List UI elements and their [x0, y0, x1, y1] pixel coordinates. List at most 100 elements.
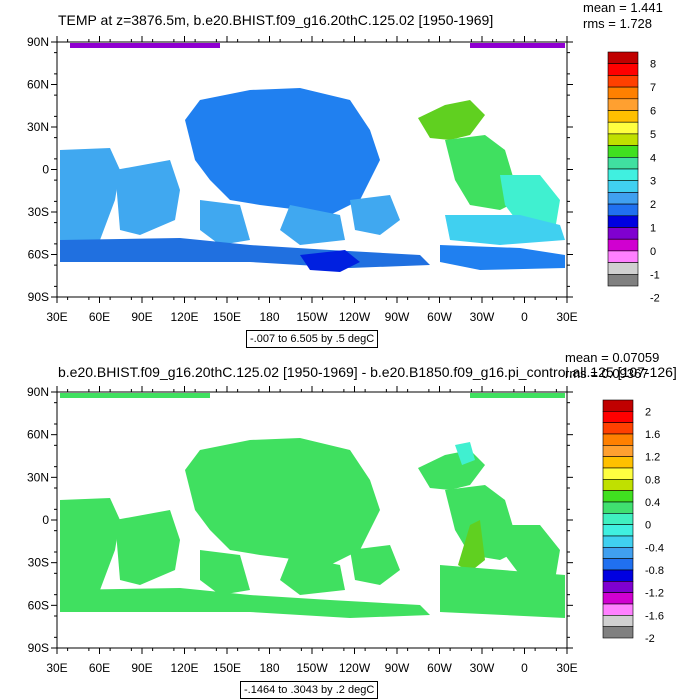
lon-label: 60E: [89, 661, 110, 675]
lat-label: 90S: [28, 641, 49, 655]
lat-label: 90S: [28, 290, 49, 304]
lon-label: 150W: [296, 310, 328, 324]
colorbar-swatch: [602, 513, 634, 525]
panel-2-map: 90N 60N 30N 0 30S 60S 90S 30E 60E 90E 120E 150E 180…: [27, 385, 664, 675]
panel-2-lat-labels: 90N 60N 30N 0 30S 60S 90S: [27, 385, 49, 655]
lat-label: 30N: [27, 470, 49, 484]
lon-label: 30W: [470, 661, 495, 675]
colorbar-swatch: [602, 524, 634, 537]
panel-1-lon-labels: 30E 60E 90E 120E 150E 180 150W 120W 90W 60W 30W 0 30…: [46, 310, 577, 324]
lat-label: 60S: [28, 598, 49, 612]
colorbar-swatch: [607, 121, 639, 135]
lat-label: 0: [42, 163, 49, 177]
colorbar-swatch: [602, 467, 634, 480]
colorbar-label: -2: [650, 293, 660, 305]
colorbar-swatch: [607, 250, 639, 263]
colorbar-swatch: [607, 75, 639, 88]
lon-label: 120E: [170, 310, 198, 324]
colorbar-swatch: [607, 145, 639, 158]
colorbar-swatch: [602, 581, 634, 593]
colorbar-swatch: [607, 273, 639, 287]
map-panel-1: TEMP at z=3876.5m, b.e20.BHIST.f09_g16.2…: [27, 0, 663, 348]
colorbar-swatch: [602, 603, 634, 616]
colorbar-label: 6: [650, 106, 656, 118]
colorbar-swatch: [602, 456, 634, 469]
panel-1-colorbar: 8 7 6 5 4 3 2 1 0 -1 -2: [607, 51, 660, 305]
lon-label: 120W: [339, 310, 371, 324]
colorbar-swatch: [607, 203, 639, 217]
lon-label: 90W: [385, 661, 410, 675]
lon-label: 90E: [131, 310, 152, 324]
lat-label: 90N: [27, 385, 49, 399]
colorbar-label: 2: [645, 406, 651, 418]
lon-label: 60W: [427, 310, 452, 324]
panel-2-ticks: [51, 386, 573, 654]
colorbar-swatch: [607, 192, 639, 205]
colorbar-label: 1.2: [645, 452, 660, 464]
colorbar-label: -1.6: [645, 610, 664, 622]
colorbar-swatch: [602, 479, 634, 491]
lat-label: 0: [42, 513, 49, 527]
colorbar-label: 2: [650, 199, 656, 211]
lon-label: 30E: [556, 310, 577, 324]
lat-label: 30S: [28, 556, 49, 570]
colorbar-swatch: [602, 490, 634, 503]
lon-label: 180: [259, 310, 279, 324]
colorbar-swatch: [607, 98, 639, 111]
panel-2-rms: rms = 0.09367: [565, 366, 649, 381]
panel-1-field: [60, 43, 565, 272]
colorbar-swatch: [602, 615, 634, 627]
colorbar-swatch: [602, 501, 634, 514]
lon-label: 30E: [556, 661, 577, 675]
panel-1-rms: rms = 1.728: [583, 16, 653, 31]
colorbar-swatch: [602, 592, 634, 605]
lat-label: 90N: [27, 35, 49, 49]
lon-label: 60W: [427, 661, 452, 675]
panel-1-contour-info: -.007 to 6.505 by .5 degC: [246, 330, 379, 348]
lon-label: 90W: [385, 310, 410, 324]
colorbar-swatch: [607, 262, 639, 275]
colorbar-label: -1.2: [645, 588, 664, 600]
lon-label: 150E: [213, 661, 241, 675]
colorbar-label: 5: [650, 129, 656, 141]
colorbar-label: 8: [650, 59, 656, 71]
lon-label: 120E: [170, 661, 198, 675]
colorbar-swatch: [607, 133, 639, 146]
colorbar-label: 7: [650, 82, 656, 94]
colorbar-label: 4: [650, 152, 656, 164]
lon-label: 0: [521, 661, 528, 675]
lat-label: 60S: [28, 248, 49, 262]
colorbar-swatch: [602, 411, 634, 423]
colorbar-swatch: [607, 238, 639, 252]
colorbar-label: -2: [645, 633, 655, 645]
panel-2-title: b.e20.BHIST.f09_g16.20thC.125.02 [1950-1…: [58, 364, 677, 380]
colorbar-swatch: [607, 227, 639, 240]
panel-2-field: [60, 393, 565, 618]
map-panel-2: b.e20.BHIST.f09_g16.20thC.125.02 [1950-1…: [0, 350, 700, 700]
colorbar-swatch: [602, 558, 634, 571]
colorbar-swatch: [602, 547, 634, 559]
panel-2-colorbar: 2 1.6 1.2 0.8 0.4 0 -0.4 -0.8 -1.2 -1.6 -2: [602, 399, 664, 645]
colorbar-label: -1: [650, 269, 660, 281]
lon-label: 90E: [131, 661, 152, 675]
colorbar-swatch: [607, 168, 639, 181]
lon-label: 120W: [339, 661, 371, 675]
panel-1-mean: mean = 1.441: [583, 0, 663, 15]
colorbar-label: -0.8: [645, 565, 664, 577]
colorbar-swatch: [602, 433, 634, 446]
panel-1-title: TEMP at z=3876.5m, b.e20.BHIST.f09_g16.2…: [58, 12, 494, 28]
panel-1-lat-labels: 90N 60N 30N 0 30S 60S 90S: [27, 35, 49, 304]
colorbar-swatch: [607, 110, 639, 123]
colorbar-swatch: [607, 157, 639, 170]
colorbar-label: 0.4: [645, 497, 660, 509]
colorbar-label: 0: [645, 520, 651, 532]
colorbar-swatch: [602, 445, 634, 457]
colorbar-swatch: [607, 51, 639, 64]
panel-1-ticks: [51, 36, 573, 303]
colorbar-label: 0: [650, 246, 656, 258]
colorbar-label: -0.4: [645, 542, 664, 554]
colorbar-swatch: [602, 399, 634, 412]
colorbar-swatch: [602, 422, 634, 435]
lon-label: 150E: [213, 310, 241, 324]
